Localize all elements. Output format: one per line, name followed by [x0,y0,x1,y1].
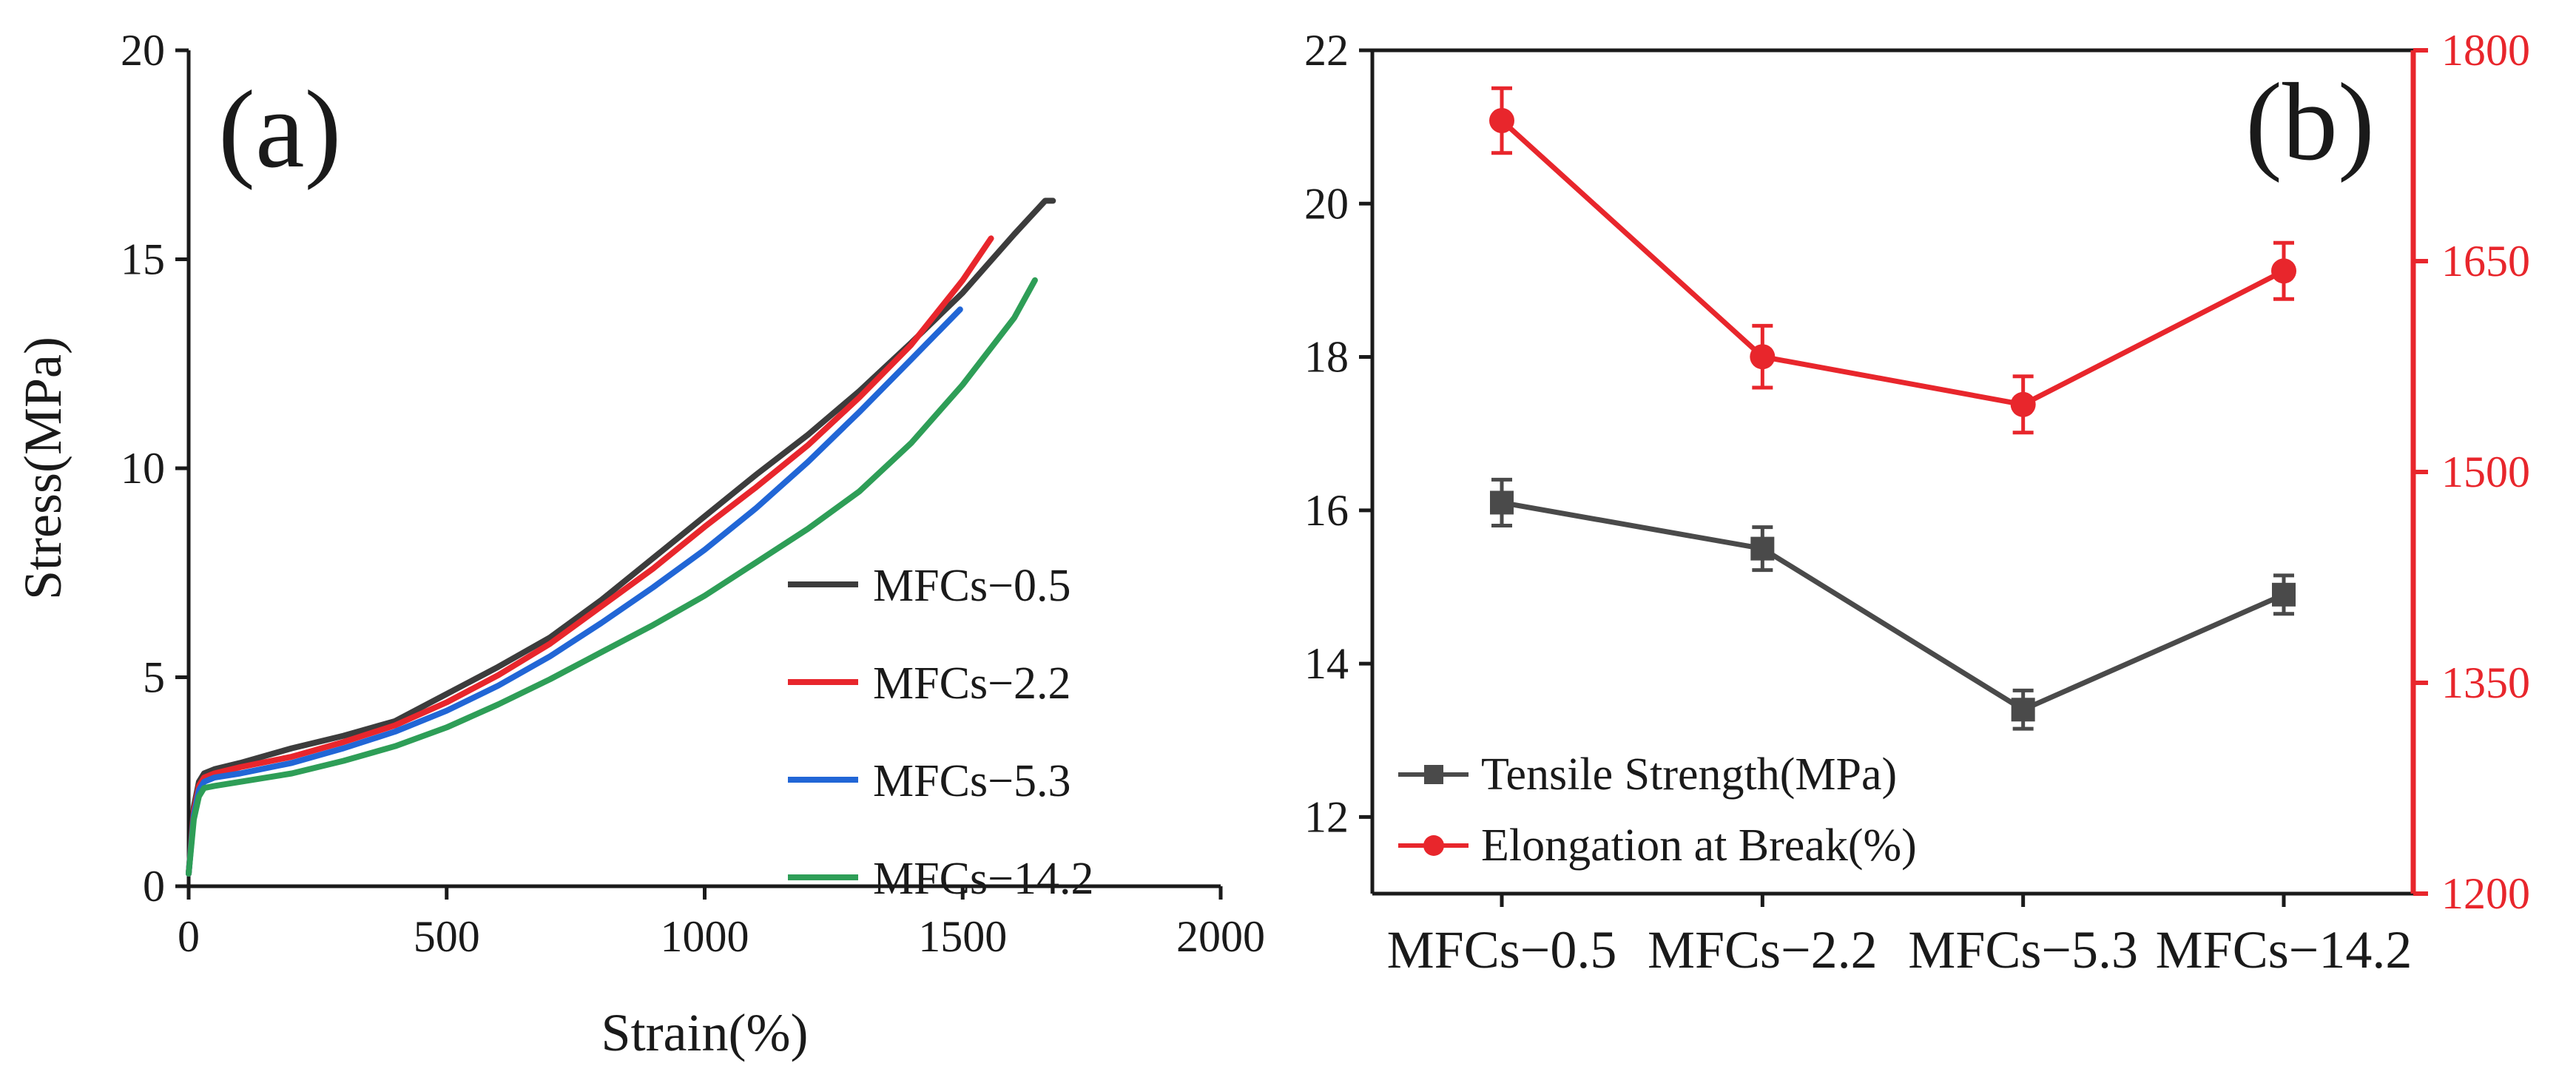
legend-entry: MFCs−0.5 [873,561,1071,611]
right-y-tick-label: 1650 [2441,237,2530,286]
right-y-tick-label: 1800 [2441,26,2530,75]
legend-entry: MFCs−5.3 [873,756,1071,806]
left-y-tick-label: 22 [1304,26,1349,75]
data-point-circle [2010,391,2036,417]
data-point-circle [1750,344,1776,370]
y-tick-label: 0 [143,862,165,911]
x-category-label: MFCs−14.2 [2156,920,2413,979]
data-point-square [1490,490,1514,515]
panel-b-strength-elongation-chart: 12 14 16 18 20 22 1200 1350 1500 1650 1800 MFCs−0.5… [1304,26,2530,979]
data-point-square [2272,582,2296,607]
legend-entry: MFCs−2.2 [873,658,1071,709]
series-line [186,277,1038,877]
x-tick-label: 1000 [661,912,749,961]
legend-entry: MFCs−14.2 [873,854,1094,904]
legend-marker-circle [1423,835,1444,856]
x-category-label: MFCs−2.2 [1648,920,1878,979]
x-category-label: MFCs−0.5 [1387,920,1617,979]
legend-entry: Elongation at Break(%) [1481,820,1917,871]
panel-label: (b) [2245,61,2375,183]
left-y-tick-label: 16 [1304,486,1349,535]
left-y-tick-label: 14 [1304,639,1349,688]
series-line [1501,500,2285,713]
y-axis-label: Stress(MPa) [13,337,73,600]
data-point-square [2011,698,2035,722]
data-point-circle [2271,258,2296,284]
legend-marker-square [1424,765,1443,784]
y-tick-label: 10 [121,444,165,493]
right-y-tick-label: 1350 [2441,658,2530,707]
left-y-tick-label: 20 [1304,179,1349,228]
left-y-tick-label: 12 [1304,792,1349,841]
right-y-tick-label: 1500 [2441,448,2530,496]
left-y-tick-label: 18 [1304,333,1349,382]
x-tick-label: 500 [414,912,480,961]
x-tick-label: 2000 [1176,912,1265,961]
data-point-square [1750,536,1775,561]
x-category-label: MFCs−5.3 [1908,920,2138,979]
panel-label: (a) [218,68,341,191]
series-line [186,235,994,877]
series-line [186,306,963,877]
x-tick-label: 1500 [918,912,1007,961]
y-tick-label: 20 [121,26,165,75]
x-axis-label: Strain(%) [601,1003,809,1062]
data-point-circle [1489,108,1514,133]
x-tick-label: 0 [178,912,200,961]
right-y-tick-label: 1200 [2441,869,2530,918]
panel-a-stress-strain-chart: 0 500 1000 1500 2000 0 5 10 15 20 Strain(%) Stress(… [13,26,1265,1062]
legend-entry: Tensile Strength(MPa) [1481,749,1897,800]
y-tick-label: 5 [143,653,165,702]
y-tick-label: 15 [121,235,165,284]
series-line [1500,118,2285,408]
